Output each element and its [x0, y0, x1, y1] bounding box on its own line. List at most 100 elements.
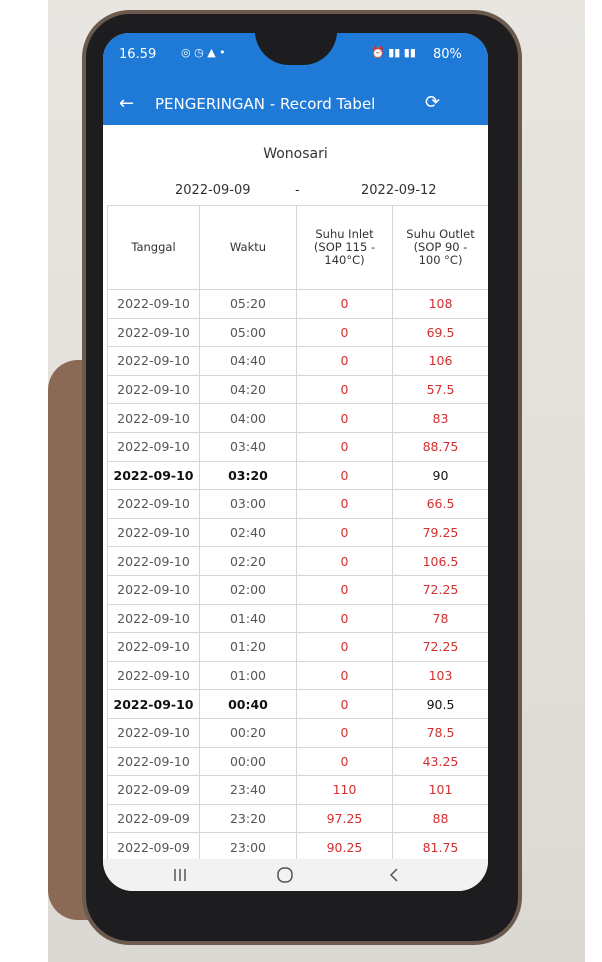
table-cell: 106: [393, 347, 488, 376]
table-cell: 01:40: [200, 604, 297, 634]
column-header: Tanggal: [107, 205, 200, 290]
table-cell: 23:40: [200, 776, 297, 805]
table-cell: 0: [297, 719, 393, 748]
phone-screen: 16.59 ◎ ◷ ▲ • ⏰ ▮▮ ▮▮ 80% ← PENGERINGAN …: [103, 33, 488, 891]
table-cell: 106.5: [393, 547, 488, 576]
table-cell: 01:20: [200, 633, 297, 662]
table-cell: 97.25: [297, 804, 393, 834]
table-cell: 2022-09-10: [107, 547, 200, 576]
table-cell: 2022-09-10: [107, 661, 200, 691]
table-cell: 72.25: [393, 576, 488, 605]
column-header: Suhu Outlet (SOP 90 - 100 °C): [393, 205, 488, 290]
table-cell: 0: [297, 461, 393, 491]
table-cell: 66.5: [393, 490, 488, 519]
table-cell: 0: [297, 690, 393, 719]
location: Wonosari: [263, 146, 328, 162]
table-cell: 79.25: [393, 519, 488, 548]
table-cell: 90: [393, 462, 488, 491]
table-cell: 2022-09-10: [107, 633, 200, 662]
table-cell: 2022-09-10: [107, 347, 200, 376]
table-cell: 81.75: [393, 833, 488, 862]
column-header: Suhu Inlet (SOP 115 - 140°C): [297, 205, 393, 290]
table-cell: 2022-09-10: [107, 290, 200, 319]
table-cell: 108: [393, 290, 488, 319]
table-cell: 01:00: [200, 661, 297, 691]
table-cell: 0: [297, 747, 393, 777]
table-cell: 43.25: [393, 748, 488, 777]
table-cell: 57.5: [393, 376, 488, 405]
column-header: Waktu: [200, 205, 297, 290]
date-from[interactable]: 2022-09-09: [175, 183, 251, 198]
table-cell: 0: [297, 490, 393, 519]
table-cell: 90.5: [393, 690, 488, 719]
table-cell: 2022-09-10: [107, 690, 200, 719]
table-cell: 110: [297, 776, 393, 805]
table-cell: 00:40: [200, 690, 297, 719]
app-bar: ← PENGERINGAN - Record Tabel ⟳: [103, 85, 488, 125]
battery-level: 80%: [433, 47, 462, 62]
table-cell: 0: [297, 604, 393, 634]
table-cell: 103: [393, 662, 488, 691]
status-bar: 16.59 ◎ ◷ ▲ • ⏰ ▮▮ ▮▮ 80%: [103, 33, 488, 85]
back-button[interactable]: ←: [119, 93, 135, 114]
table-cell: 0: [297, 347, 393, 376]
table-cell: 00:20: [200, 719, 297, 748]
table-cell: 90.25: [297, 833, 393, 862]
table-cell: 0: [297, 547, 393, 576]
table-cell: 0: [297, 661, 393, 691]
table-cell: 2022-09-10: [107, 518, 200, 548]
table-cell: 04:40: [200, 347, 297, 376]
table-cell: 0: [297, 404, 393, 433]
table-cell: 2022-09-09: [107, 833, 200, 862]
table-cell: 23:00: [200, 833, 297, 862]
table-cell: 2022-09-10: [107, 461, 200, 491]
table-cell: 0: [297, 433, 393, 462]
table-cell: 0: [297, 375, 393, 405]
table-cell: 78: [393, 605, 488, 634]
table-cell: 101: [393, 776, 488, 805]
table-cell: 02:40: [200, 518, 297, 548]
table-cell: 88.75: [393, 433, 488, 462]
table-cell: 2022-09-10: [107, 404, 200, 433]
table-cell: 78.5: [393, 719, 488, 748]
table-cell: 2022-09-09: [107, 804, 200, 834]
table-cell: 03:40: [200, 433, 297, 462]
table-cell: 0: [297, 290, 393, 319]
table-cell: 2022-09-10: [107, 490, 200, 519]
table-cell: 02:00: [200, 576, 297, 605]
table-cell: 0: [297, 633, 393, 662]
table-cell: 00:00: [200, 747, 297, 777]
table-cell: 05:00: [200, 318, 297, 348]
table-cell: 2022-09-10: [107, 719, 200, 748]
table-cell: 2022-09-10: [107, 576, 200, 605]
table-cell: 03:20: [200, 461, 297, 491]
table-cell: 04:00: [200, 404, 297, 433]
table-cell: 2022-09-10: [107, 433, 200, 462]
table-cell: 03:00: [200, 490, 297, 519]
table-cell: 0: [297, 318, 393, 348]
nav-icons: [174, 867, 398, 883]
table-cell: 02:20: [200, 547, 297, 576]
date-to[interactable]: 2022-09-12: [361, 183, 437, 198]
table-cell: 04:20: [200, 375, 297, 405]
table-cell: 0: [297, 518, 393, 548]
status-icons: ◎ ◷ ▲ •: [181, 46, 226, 59]
table-cell: 2022-09-09: [107, 776, 200, 805]
table-cell: 2022-09-10: [107, 604, 200, 634]
date-separator: -: [295, 183, 300, 198]
table-cell: 23:20: [200, 804, 297, 834]
table-cell: 0: [297, 576, 393, 605]
app-title: PENGERINGAN - Record Tabel: [155, 95, 376, 113]
table-cell: 83: [393, 404, 488, 433]
status-time: 16.59: [119, 47, 157, 62]
table-cell: 72.25: [393, 633, 488, 662]
table-cell: 69.5: [393, 319, 488, 348]
table-cell: 05:20: [200, 290, 297, 319]
table-cell: 88: [393, 805, 488, 834]
camera-notch: [255, 33, 337, 65]
table-cell: 2022-09-10: [107, 747, 200, 777]
refresh-button[interactable]: ⟳: [425, 92, 441, 113]
table-cell: 2022-09-10: [107, 318, 200, 348]
navigation-bar: [103, 859, 488, 891]
